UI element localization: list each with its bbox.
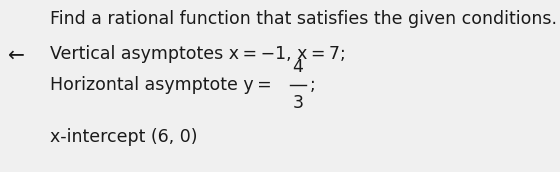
Text: 4: 4 [292, 58, 304, 76]
Text: Vertical asymptotes x = −1, x = 7;: Vertical asymptotes x = −1, x = 7; [50, 45, 346, 63]
Text: ←: ← [8, 46, 25, 64]
Text: Find a rational function that satisfies the given conditions.: Find a rational function that satisfies … [50, 10, 557, 28]
Text: Horizontal asymptote y =: Horizontal asymptote y = [50, 76, 276, 94]
Text: ;: ; [310, 76, 316, 94]
Text: 3: 3 [292, 94, 304, 112]
Text: x-intercept (6, 0): x-intercept (6, 0) [50, 128, 198, 146]
